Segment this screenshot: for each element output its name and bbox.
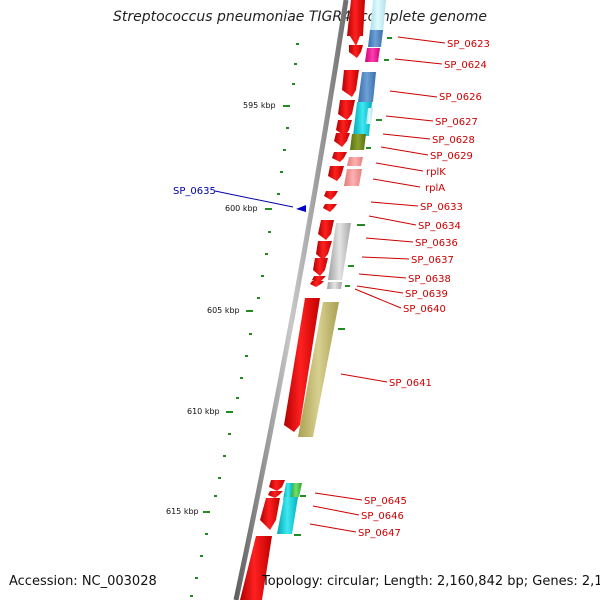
label-sp0634: SP_0634 (418, 221, 461, 232)
gene-block-sp0645 (290, 483, 302, 497)
label-sp0624: SP_0624 (444, 60, 487, 71)
label-sp0645: SP_0645 (364, 496, 407, 507)
scale-label-615: 615 kbp (166, 507, 199, 516)
label-sp0638: SP_0638 (408, 274, 451, 285)
label-sp0647: SP_0647 (358, 528, 401, 539)
gene-arrow (318, 220, 334, 240)
gene-arrow (310, 281, 324, 287)
label-sp0641: SP_0641 (389, 378, 432, 389)
label-sp0635[interactable]: SP_0635 (173, 186, 216, 197)
topology-text: Topology: circular; Length: 2,160,842 bp… (262, 574, 600, 589)
gene-arrow (332, 152, 347, 162)
scale-label-610: 610 kbp (187, 407, 220, 416)
genome-title: Streptococcus pneumoniae TIGR4, complete… (113, 9, 487, 25)
label-sp0629: SP_0629 (430, 151, 473, 162)
gene-block-sp0641 (298, 302, 339, 437)
label-sp0639: SP_0639 (405, 289, 448, 300)
leader-lines (309, 36, 446, 533)
gene-block-sp0627b (366, 108, 373, 124)
gene-arrow (240, 536, 272, 600)
label-sp0623: SP_0623 (447, 39, 490, 50)
gene-arrow (347, 0, 365, 46)
gene-arrow (323, 204, 337, 212)
scale-ticks (190, 43, 299, 597)
scale-labels: 595 kbp 600 kbp 605 kbp 610 kbp 615 kbp (166, 101, 276, 516)
genome-backbone (233, 0, 349, 600)
label-rplk: rplK (426, 167, 446, 178)
gene-arrow (269, 480, 285, 491)
gene-arrow (336, 120, 352, 136)
gene-arrow (260, 498, 280, 530)
gene-arrow (349, 45, 363, 58)
gene-arrow (328, 166, 344, 181)
label-sp0627: SP_0627 (435, 117, 478, 128)
gene-labels[interactable]: SP_0623 SP_0624 SP_0626 SP_0627 SP_0628 … (358, 39, 490, 539)
gene-block-rplk (347, 157, 363, 166)
gene-arrow (284, 298, 320, 432)
gene-block-sp0624 (365, 48, 380, 62)
gene-arrow (324, 191, 338, 200)
inner-ticks (294, 37, 392, 536)
gene-arrow (342, 70, 359, 97)
gene-block-sp0628 (350, 134, 366, 150)
label-sp0626: SP_0626 (439, 92, 482, 103)
gene-block-sp0645b (283, 483, 293, 500)
label-sp0636: SP_0636 (415, 238, 458, 249)
gene-block-sp0623 (370, 0, 386, 33)
gene-block-sp0627 (353, 102, 372, 136)
gene-arrow-sp0635[interactable] (296, 205, 306, 212)
gene-block-sp0626 (358, 72, 376, 102)
gene-block-rpla (344, 169, 362, 186)
scale-label-595: 595 kbp (243, 101, 276, 110)
label-sp0637: SP_0637 (411, 255, 454, 266)
label-sp0640: SP_0640 (403, 304, 446, 315)
label-rpla: rplA (425, 183, 445, 194)
gene-arrow (268, 491, 283, 498)
gene-block-sp0646 (277, 497, 298, 534)
gene-block-sp0639 (327, 282, 342, 289)
label-sp0633: SP_0633 (420, 202, 463, 213)
label-sp0628: SP_0628 (432, 135, 475, 146)
gene-arrow (313, 258, 328, 276)
leader-line-sp0635 (214, 190, 294, 208)
gene-blocks[interactable] (277, 0, 386, 534)
gene-block-sp0636 (328, 223, 351, 280)
gene-arrow (334, 133, 350, 147)
gene-arrow (338, 100, 355, 120)
scale-label-600: 600 kbp (225, 204, 258, 213)
strand-arrows[interactable] (240, 0, 365, 600)
scale-label-605: 605 kbp (207, 306, 240, 315)
accession-text: Accession: NC_003028 (9, 574, 157, 589)
label-sp0646: SP_0646 (361, 511, 404, 522)
gene-arrow (316, 241, 332, 260)
gene-block-sp0623b (368, 30, 383, 47)
